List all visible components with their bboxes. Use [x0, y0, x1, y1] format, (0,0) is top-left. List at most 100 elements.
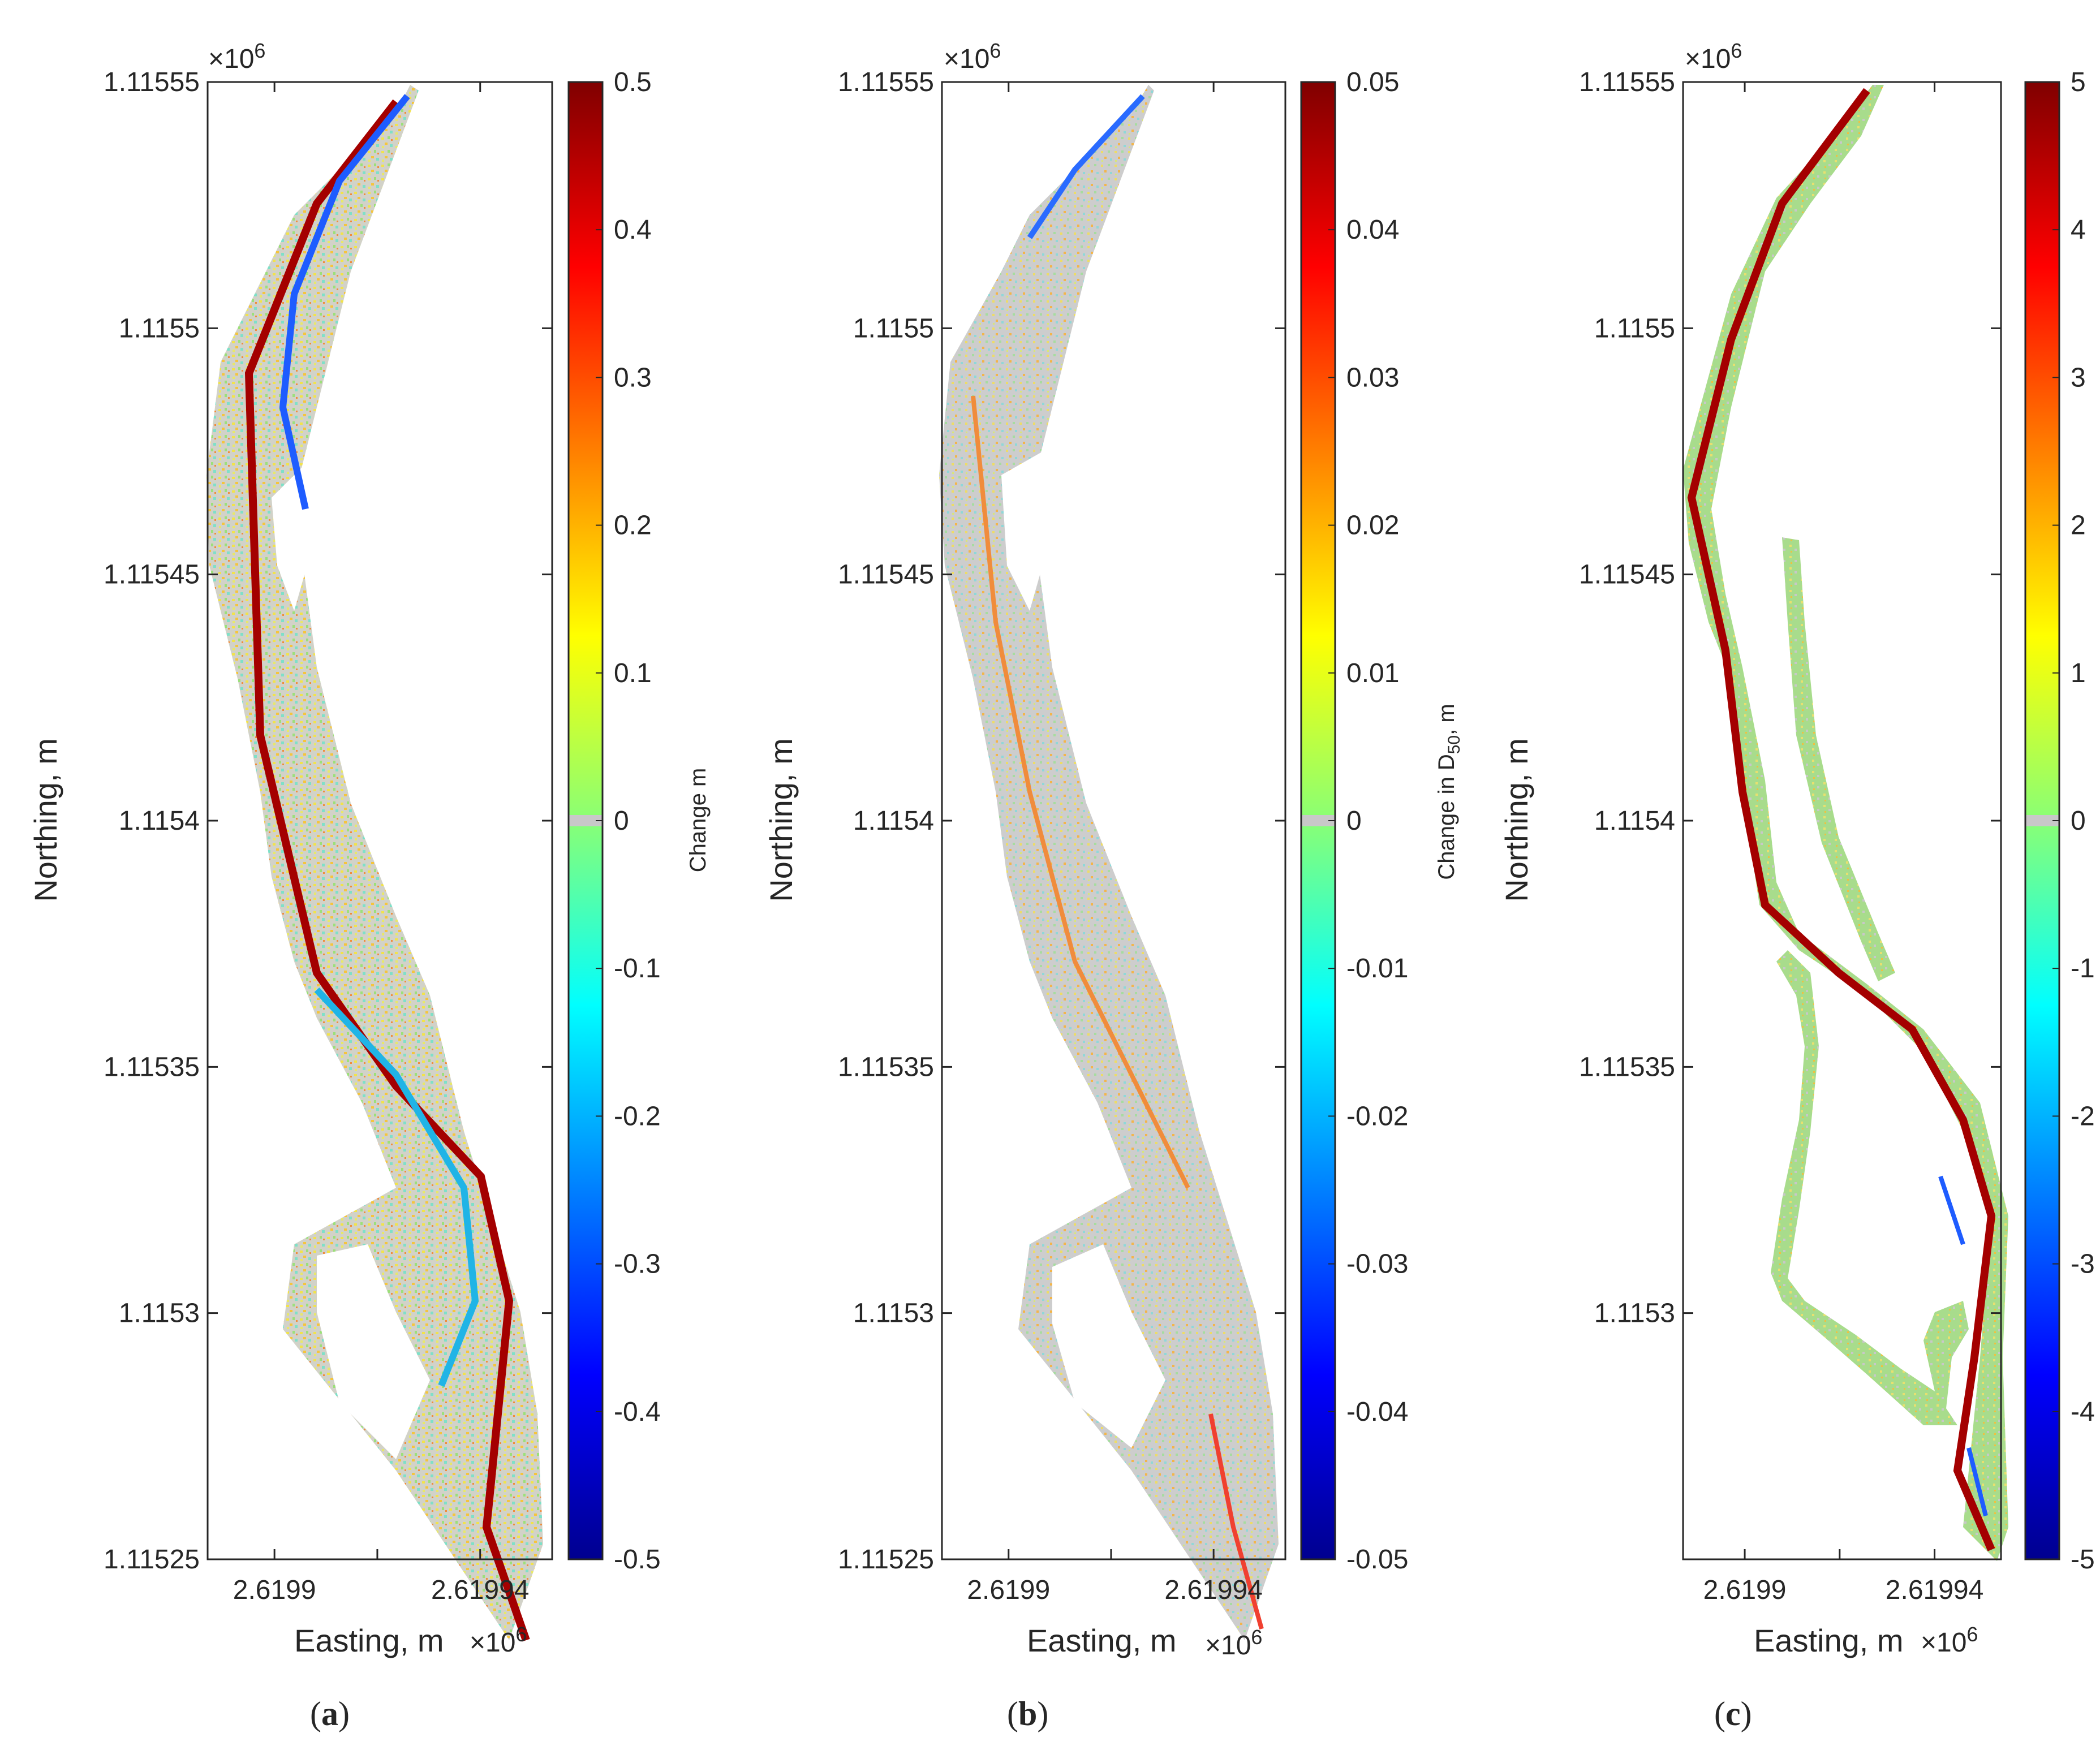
x-axis-label-b: Easting, m: [1027, 1623, 1177, 1658]
x-tick-label: 2.61994: [1886, 1575, 1984, 1605]
y-exponent-a: ×106: [208, 39, 265, 74]
x-exponent-b: ×106: [1205, 1625, 1262, 1661]
y-tick-label: 1.11535: [104, 1052, 200, 1082]
colorbar-tick-label: -0.03: [1346, 1249, 1408, 1279]
colorbar-label-a: Change m: [686, 768, 711, 873]
colorbar-tick-label: -0.1: [614, 954, 661, 984]
x-axis-label-a: Easting, m: [294, 1623, 444, 1658]
panel-a: 1.11525 1.1153 1.11535 1.1154 1.11545 1.1155 1…: [28, 39, 711, 1732]
x-tick-label: 2.6199: [967, 1575, 1050, 1605]
colorbar-tick-label: -0.05: [1346, 1545, 1408, 1575]
y-tick-label: 1.1155: [853, 313, 934, 343]
y-tick-label: 1.11545: [1579, 560, 1675, 590]
y-tick-label: 1.11545: [838, 560, 934, 590]
x-tick-label: 2.6199: [1703, 1575, 1787, 1605]
colorbar-zero-band-c: [2025, 815, 2059, 826]
colorbar-tick-label: 4: [2071, 215, 2086, 245]
colorbar-tick-label: -0.5: [614, 1545, 661, 1575]
panel-label-c: (c): [1714, 1695, 1752, 1732]
y-tick-label: 1.1153: [119, 1299, 200, 1329]
colorbar-tick-label: 0: [2071, 806, 2086, 836]
colorbar-tick-label: 0.03: [1346, 363, 1399, 393]
y-axis-c: 1.1153 1.11535 1.1154 1.11545 1.1155 1.11555: [1579, 67, 2001, 1329]
colorbar-zero-band-b: [1301, 815, 1335, 826]
colorbar-label-b: Change in D50, m: [1434, 704, 1464, 879]
colorbar-tick-label: -0.4: [614, 1397, 661, 1427]
y-tick-label: 1.11545: [104, 560, 200, 590]
colorbar-tick-label: 0.2: [614, 511, 652, 541]
y-tick-label: 1.1153: [853, 1299, 934, 1329]
x-tick-label: 2.6199: [233, 1575, 316, 1605]
panel-c: 1.11531.115351.11541.115451.11551.11555 …: [1499, 39, 2095, 1732]
channel-accent-b1: [1027, 94, 1145, 239]
colorbar-tick-label: -0.02: [1346, 1101, 1408, 1131]
colorbar-tick-label: -4: [2071, 1397, 2095, 1427]
channel-accent-b2: [971, 395, 1190, 1189]
x-axis-a: 2.6199 2.61994: [233, 82, 530, 1605]
y-tick-label: 1.1154: [119, 806, 200, 836]
colorbar-tick-label: 0.04: [1346, 215, 1399, 245]
colorbar-tick-label: -0.3: [614, 1249, 661, 1279]
colorbar-tick-label: 3: [2071, 363, 2086, 393]
colorbar-b: 0.05 0.04 0.03 0.02 0.01 0 -0.01 -0.02 -0.03 -0.0…: [1300, 67, 1464, 1575]
y-axis-a: 1.11525 1.1153 1.11535 1.1154 1.11545 1.1155 1…: [104, 67, 552, 1575]
colorbar-tick-label: 0.3: [614, 363, 652, 393]
colorbar-tick-label: 0.4: [614, 215, 652, 245]
panel-b: 1.11525 1.1153 1.11535 1.1154 1.11545 1.1155 1…: [763, 39, 1464, 1732]
colorbar-tick-label: -3: [2071, 1249, 2095, 1279]
y-tick-label: 1.11555: [104, 67, 200, 97]
bank-erosion-c: [1938, 1175, 1988, 1516]
y-tick-label: 1.1154: [853, 806, 934, 836]
colorbar-tick-label: 0.05: [1346, 67, 1399, 97]
colorbar-tick-label: -1: [2071, 954, 2095, 984]
x-exponent-c: ×106: [1921, 1623, 1978, 1658]
island-a2: [317, 1244, 430, 1459]
y-axis-label-a: Northing, m: [28, 738, 63, 902]
x-axis-c: 2.6199 2.61994: [1703, 82, 1984, 1605]
side-channel-strip-c: [1782, 537, 1895, 981]
map-area-a: [206, 85, 543, 1642]
island-b2: [1052, 1244, 1165, 1448]
colorbar-tick-label: 2: [2071, 511, 2086, 541]
colorbar-tick-label: 5: [2071, 67, 2086, 97]
river-reach-a: [206, 85, 543, 1640]
y-tick-label: 1.1153: [1594, 1299, 1675, 1329]
y-tick-label: 1.1154: [1594, 806, 1675, 836]
colorbar-tick-label: -5: [2071, 1545, 2095, 1575]
x-tick-label: 2.61994: [431, 1575, 530, 1605]
colorbar-tick-label: 0: [614, 806, 629, 836]
y-axis-label-b: Northing, m: [763, 738, 799, 902]
y-tick-label: 1.11555: [1579, 67, 1675, 97]
y-exponent-b: ×106: [944, 39, 1001, 74]
colorbar-tick-label: -0.04: [1346, 1397, 1408, 1427]
y-exponent-c: ×106: [1685, 39, 1742, 74]
x-axis-label-c: Easting, m: [1754, 1623, 1904, 1658]
y-tick-label: 1.1155: [119, 313, 200, 343]
colorbar-tick-label: 0.01: [1346, 658, 1399, 688]
x-tick-label: 2.61994: [1164, 1575, 1263, 1605]
y-axis-label-c: Northing, m: [1499, 738, 1534, 902]
channel-accent-b3: [1208, 1413, 1264, 1630]
map-area-b: [939, 85, 1279, 1640]
colorbar-tick-label: 0.1: [614, 658, 652, 688]
colorbar-tick-label: 0.5: [614, 67, 652, 97]
colorbar-tick-label: -0.2: [614, 1101, 661, 1131]
colorbar-tick-label: 0: [1346, 806, 1362, 836]
lower-loop-strip-c: [1771, 950, 1969, 1425]
y-tick-label: 1.1155: [1594, 313, 1675, 343]
y-tick-label: 1.11535: [1579, 1052, 1675, 1082]
x-axis-b: 2.6199 2.61994: [967, 82, 1263, 1605]
y-tick-label: 1.11555: [838, 67, 934, 97]
panel-label-a: (a): [310, 1695, 350, 1732]
colorbar-c: 5 4 3 2 1 0 -1 -2 -3 -4 -5: [2024, 67, 2095, 1575]
colorbar-tick-label: 0.02: [1346, 511, 1399, 541]
colorbar-ticks-c: 5 4 3 2 1 0 -1 -2 -3 -4 -5: [2052, 67, 2095, 1575]
colorbar-tick-label: -0.01: [1346, 954, 1408, 984]
island-b1: [1001, 452, 1052, 611]
bank-deposition-c: [1687, 88, 1996, 1551]
x-exponent-a: ×106: [470, 1623, 527, 1658]
colorbar-ticks-a: 0.5 0.4 0.3 0.2 0.1 0 -0.1 -0.2 -0.3 -0.4 -0.5: [596, 67, 661, 1575]
y-axis-b: 1.11525 1.1153 1.11535 1.1154 1.11545 1.1155 1…: [838, 67, 1285, 1575]
colorbar-tick-label: 1: [2071, 658, 2086, 688]
colorbar-ticks-b: 0.05 0.04 0.03 0.02 0.01 0 -0.01 -0.02 -0.03 -0.0…: [1328, 67, 1408, 1575]
